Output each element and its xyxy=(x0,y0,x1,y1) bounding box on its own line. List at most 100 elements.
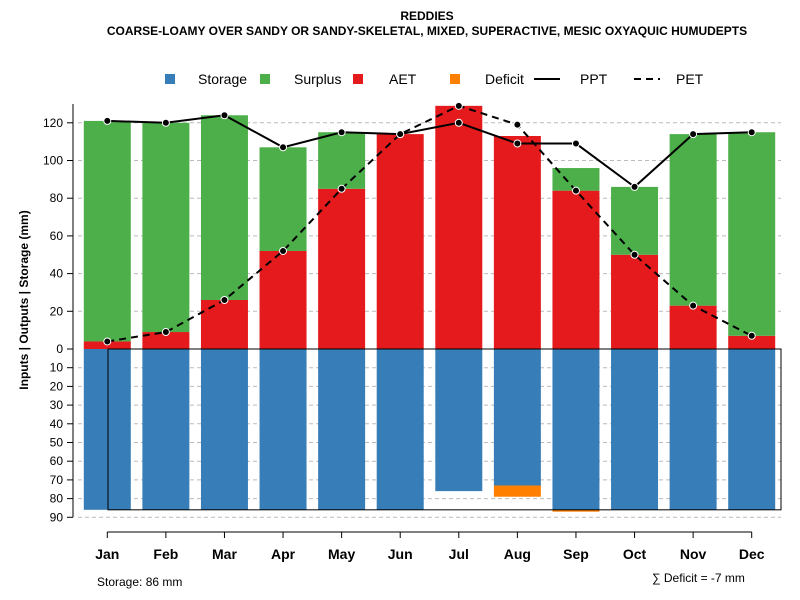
storage-bar xyxy=(318,349,366,510)
legend-label: PET xyxy=(676,71,704,87)
x-tick-label: May xyxy=(328,546,355,562)
storage-bar xyxy=(259,349,307,510)
surplus-bar xyxy=(318,132,366,189)
ppt-point xyxy=(689,130,698,139)
chart-subtitle: COARSE-LOAMY OVER SANDY OR SANDY-SKELETA… xyxy=(107,24,747,38)
y-tick-label: 20 xyxy=(50,304,64,318)
pet-point xyxy=(161,328,170,337)
aet-bar xyxy=(200,299,248,349)
pet-point xyxy=(454,101,463,110)
y-tick-label: 80 xyxy=(50,492,64,506)
storage-bar xyxy=(200,349,248,510)
surplus-bar xyxy=(259,147,307,251)
y-axis-label: Inputs | Outputs | Storage (mm) xyxy=(17,210,31,389)
y-tick-label: 60 xyxy=(50,454,64,468)
ppt-point xyxy=(747,128,756,137)
deficit-note: ∑ Deficit = -7 mm xyxy=(652,571,745,585)
surplus-bar xyxy=(200,115,248,300)
pet-line xyxy=(107,104,753,343)
x-tick-label: Oct xyxy=(623,546,647,562)
legend-label: AET xyxy=(389,71,417,87)
x-tick-label: Sep xyxy=(563,546,589,562)
legend-label: Storage xyxy=(198,71,247,87)
bars xyxy=(83,105,776,512)
y-tick-label: 40 xyxy=(50,417,64,431)
legend-swatch xyxy=(260,74,270,84)
ppt-point xyxy=(103,116,112,125)
x-tick-label: Jul xyxy=(449,546,469,562)
aet-bar xyxy=(142,332,190,349)
legend-swatch xyxy=(165,74,175,84)
aet-bar xyxy=(259,250,307,349)
ppt-point xyxy=(571,139,580,148)
pet-point xyxy=(513,120,522,129)
ppt-point xyxy=(630,182,639,191)
y-tick-label: 20 xyxy=(50,379,64,393)
y-tick-label: 10 xyxy=(50,361,64,375)
legend-label: PPT xyxy=(580,71,608,87)
storage-bar xyxy=(435,349,483,492)
surplus-bar xyxy=(142,122,190,333)
y-tick-label: 80 xyxy=(50,191,64,205)
ppt-point xyxy=(337,128,346,137)
pet-point xyxy=(337,184,346,193)
surplus-bar xyxy=(669,134,717,306)
ppt-point xyxy=(396,130,405,139)
ppt-point xyxy=(220,111,229,120)
aet-bar xyxy=(376,134,424,349)
x-tick-label: Nov xyxy=(680,546,707,562)
ppt-point xyxy=(279,143,288,152)
aet-bar xyxy=(493,135,541,349)
pet-point xyxy=(571,186,580,195)
storage-note: Storage: 86 mm xyxy=(97,575,182,589)
surplus-bar xyxy=(611,186,659,255)
axes: 0 20 40 60 80 100 120 10 20 30 40 50 60 70 80 90 Jan Feb M… xyxy=(43,103,782,562)
legend-label: Deficit xyxy=(485,71,524,87)
storage-bar xyxy=(669,349,717,510)
ppt-point xyxy=(161,118,170,127)
x-tick-label: Dec xyxy=(739,546,765,562)
chart-title: REDDIES xyxy=(400,9,453,23)
storage-bar xyxy=(142,349,190,510)
aet-bar xyxy=(435,105,483,350)
lines xyxy=(103,101,756,346)
surplus-bar xyxy=(728,132,776,336)
aet-bar xyxy=(669,305,717,349)
aet-bar xyxy=(318,188,366,349)
x-tick-label: Feb xyxy=(153,546,178,562)
y-tick-label: 40 xyxy=(50,267,64,281)
pet-point xyxy=(747,331,756,340)
pet-point xyxy=(220,295,229,304)
legend: Storage Surplus AET Deficit PPT PET xyxy=(165,71,704,87)
storage-bar xyxy=(83,349,131,510)
y-tick-label: 100 xyxy=(43,154,63,168)
y-tick-label: 0 xyxy=(56,342,63,356)
y-tick-label: 70 xyxy=(50,473,64,487)
deficit-bar xyxy=(493,485,541,497)
x-tick-label: Mar xyxy=(212,546,237,562)
storage-bar xyxy=(728,349,776,510)
storage-bar xyxy=(493,349,541,486)
legend-label: Surplus xyxy=(294,71,341,87)
x-tick-label: Jun xyxy=(388,546,413,562)
aet-bar xyxy=(611,254,659,349)
pet-point xyxy=(630,250,639,259)
x-tick-label: Apr xyxy=(271,546,296,562)
storage-bar xyxy=(376,349,424,510)
legend-swatch xyxy=(353,74,363,84)
ppt-point xyxy=(454,118,463,127)
y-tick-label: 90 xyxy=(50,510,64,524)
ppt-point xyxy=(513,139,522,148)
y-tick-label: 50 xyxy=(50,436,64,450)
legend-swatch xyxy=(450,74,460,84)
y-tick-label: 60 xyxy=(50,229,64,243)
gridlines xyxy=(78,122,781,518)
y-tick-label: 120 xyxy=(43,116,63,130)
ppt-line xyxy=(107,114,752,189)
deficit-bar xyxy=(552,509,600,512)
pet-point xyxy=(689,301,698,310)
y-tick-label: 30 xyxy=(50,398,64,412)
x-tick-label: Jan xyxy=(95,546,119,562)
pet-point xyxy=(279,246,288,255)
